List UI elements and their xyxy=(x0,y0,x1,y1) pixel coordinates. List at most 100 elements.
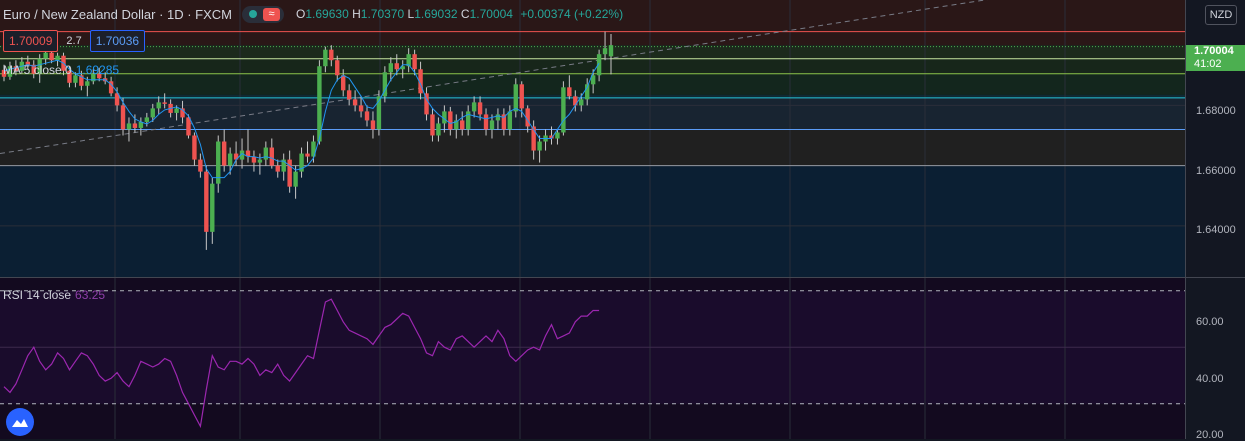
candle-down xyxy=(1,69,7,77)
candle-down xyxy=(67,70,72,83)
candle-down xyxy=(346,90,352,100)
candle-down xyxy=(573,96,578,106)
chart-header: Euro / New Zealand Dollar · 1D · FXCM ≈ … xyxy=(0,5,623,23)
candle-up xyxy=(608,45,614,57)
candle-up xyxy=(293,171,298,187)
ma-legend[interactable]: MA 5 close 0 1.69285 xyxy=(3,63,120,77)
symbol-title[interactable]: Euro / New Zealand Dollar · 1D · FXCM xyxy=(3,6,233,22)
candle-down xyxy=(275,165,280,172)
tradingview-logo[interactable] xyxy=(6,408,34,436)
candle-up xyxy=(400,66,405,70)
price-tick: 1.66000 xyxy=(1196,165,1236,177)
candle-down xyxy=(549,135,554,139)
candle-up xyxy=(454,120,459,130)
candle-down xyxy=(269,147,274,166)
candle-up xyxy=(602,48,608,55)
buy-button[interactable]: 1.70036 xyxy=(89,30,146,52)
candle-down xyxy=(108,81,114,94)
price-change: +0.00374 (+0.22%) xyxy=(520,7,624,21)
rsi-tick: 40.00 xyxy=(1196,373,1224,385)
rsi-legend[interactable]: RSI 14 close 63.25 xyxy=(3,288,106,302)
candle-up xyxy=(513,84,518,112)
candle-up xyxy=(596,54,602,76)
candle-down xyxy=(287,159,292,187)
candle-down xyxy=(221,141,227,166)
candle-up xyxy=(43,52,48,59)
candle-up xyxy=(239,150,245,160)
candle-down xyxy=(525,108,530,127)
candle-up xyxy=(442,111,447,124)
price-zone xyxy=(0,0,1185,46)
candle-down xyxy=(198,159,203,172)
sell-button[interactable]: 1.70009 xyxy=(3,30,59,52)
candle-down xyxy=(358,105,364,112)
candle-up xyxy=(138,121,144,128)
candle-down xyxy=(341,75,346,91)
candle-down xyxy=(519,84,524,109)
candle-up xyxy=(465,111,471,130)
candle-down xyxy=(329,49,334,61)
candle-down xyxy=(97,73,102,79)
ma-line xyxy=(3,59,600,179)
candle-up xyxy=(537,141,542,151)
price-zone xyxy=(0,73,1185,95)
candle-up xyxy=(281,159,286,172)
currency-button[interactable]: NZD xyxy=(1205,5,1237,25)
candle-down xyxy=(192,135,197,160)
candle-up xyxy=(257,159,263,163)
rsi-value: 63.25 xyxy=(75,288,106,302)
candle-up xyxy=(150,108,155,118)
candle-down xyxy=(370,120,376,130)
rsi-tick: 60.00 xyxy=(1196,316,1224,328)
candle-down xyxy=(114,93,120,106)
candle-up xyxy=(210,183,215,232)
candle-up xyxy=(144,117,150,122)
candle-down xyxy=(132,123,138,128)
candle-down xyxy=(204,171,209,232)
candle-up xyxy=(263,147,269,160)
market-status-pill[interactable]: ≈ xyxy=(242,5,285,23)
price-zone xyxy=(0,129,1185,166)
candle-up xyxy=(555,132,560,139)
candle-down xyxy=(305,153,310,157)
candle-down xyxy=(567,87,572,97)
candle-down xyxy=(335,60,340,76)
candle-up xyxy=(311,141,316,157)
trend-line xyxy=(0,0,988,155)
candle-down xyxy=(448,111,453,130)
logo-icon xyxy=(12,419,28,427)
candle-up xyxy=(126,123,132,130)
candle-up xyxy=(388,63,394,73)
candle-down xyxy=(352,99,358,106)
price-zone xyxy=(0,45,1185,59)
candle-up xyxy=(55,55,60,61)
candle-up xyxy=(561,87,566,133)
spread-value: 2.7 xyxy=(66,35,82,47)
ohlc-values: O1.69630 H1.70370 L1.69032 C1.70004 +0.0… xyxy=(296,7,624,21)
candle-down xyxy=(186,117,191,136)
candle-down xyxy=(162,102,167,104)
price-tick: 1.68000 xyxy=(1196,105,1236,117)
candle-up xyxy=(37,58,42,74)
candle-down xyxy=(233,153,239,160)
candle-down xyxy=(13,66,19,71)
price-tick: 1.64000 xyxy=(1196,224,1236,236)
market-open-icon xyxy=(249,10,258,18)
candle-up xyxy=(471,102,477,112)
candle-down xyxy=(501,114,507,130)
candle-down xyxy=(460,120,465,130)
ma-value: 1.69285 xyxy=(75,63,120,77)
candle-down xyxy=(477,102,483,115)
replay-icon[interactable]: ≈ xyxy=(263,7,281,21)
candle-down xyxy=(531,126,536,151)
price-zone xyxy=(0,94,1185,98)
candle-down xyxy=(79,75,84,86)
candle-up xyxy=(579,99,584,106)
price-zone xyxy=(0,58,1185,74)
candle-down xyxy=(424,93,429,115)
candle-down xyxy=(251,156,257,163)
candle-up xyxy=(73,75,78,83)
candle-down xyxy=(180,108,185,118)
candle-up xyxy=(489,120,495,130)
